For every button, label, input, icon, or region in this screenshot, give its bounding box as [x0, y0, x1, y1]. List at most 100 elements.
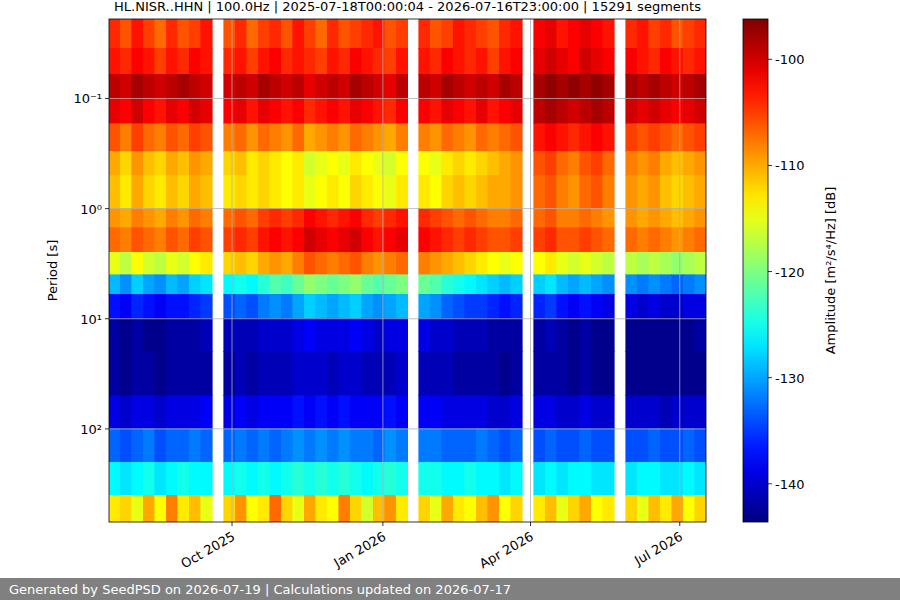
heatmap-cell: [339, 462, 350, 495]
heatmap-cell: [178, 151, 189, 175]
heatmap-cell: [258, 151, 269, 175]
heatmap-cell: [626, 396, 637, 429]
heatmap-cell: [235, 495, 246, 522]
heatmap-cell: [488, 98, 499, 123]
heatmap-cell: [649, 294, 660, 318]
heatmap-cell: [327, 429, 338, 462]
heatmap-cell: [339, 175, 350, 208]
heatmap-cell: [499, 151, 510, 175]
heatmap-cell: [672, 151, 683, 175]
heatmap-cell: [235, 98, 246, 123]
heatmap-cell: [224, 252, 235, 274]
heatmap-cell: [178, 124, 189, 151]
heatmap-cell: [488, 19, 499, 48]
heatmap-cell: [258, 294, 269, 318]
grid-line: [109, 428, 706, 429]
heatmap-cell: [695, 352, 706, 396]
heatmap-cell: [385, 175, 396, 208]
heatmap-cell: [419, 19, 430, 48]
heatmap-cell: [453, 495, 464, 522]
heatmap-cell: [350, 462, 361, 495]
heatmap-cell: [396, 495, 407, 522]
grid-line: [109, 208, 706, 209]
heatmap-cell: [224, 462, 235, 495]
heatmap-cell: [178, 396, 189, 429]
heatmap-cell: [649, 429, 660, 462]
heatmap-cell: [499, 209, 510, 228]
heatmap-cell: [132, 252, 143, 274]
heatmap-cell: [281, 252, 292, 274]
heatmap-cell: [316, 462, 327, 495]
heatmap-cell: [339, 495, 350, 522]
heatmap-cell: [453, 98, 464, 123]
heatmap-cell: [476, 429, 487, 462]
heatmap-cell: [419, 275, 430, 294]
heatmap-cell: [499, 429, 510, 462]
heatmap-cell: [396, 462, 407, 495]
heatmap-cell: [109, 74, 120, 98]
heatmap-cell: [258, 209, 269, 228]
heatmap-cell: [293, 209, 304, 228]
heatmap-cell: [120, 462, 131, 495]
heatmap-cell: [488, 319, 499, 352]
heatmap-cell: [603, 429, 614, 462]
heatmap-cell: [189, 252, 200, 274]
heatmap-cell: [683, 74, 694, 98]
heatmap-cell: [419, 98, 430, 123]
heatmap-cell: [201, 98, 212, 123]
heatmap-cell: [534, 252, 545, 274]
heatmap-cell: [683, 209, 694, 228]
heatmap-cell: [109, 462, 120, 495]
heatmap-cell: [385, 275, 396, 294]
heatmap-cell: [591, 352, 602, 396]
heatmap-cell: [465, 275, 476, 294]
heatmap-cell: [201, 48, 212, 74]
heatmap-cell: [683, 275, 694, 294]
heatmap-cell: [465, 429, 476, 462]
heatmap-cell: [488, 352, 499, 396]
heatmap-cell: [419, 495, 430, 522]
heatmap-cell: [120, 98, 131, 123]
heatmap-cell: [293, 175, 304, 208]
heatmap-cell: [316, 124, 327, 151]
heatmap-cell: [304, 98, 315, 123]
heatmap-cell: [178, 48, 189, 74]
heatmap-cell: [155, 396, 166, 429]
colorbar: [743, 19, 768, 522]
heatmap-cell: [499, 396, 510, 429]
heatmap-cell: [499, 48, 510, 74]
heatmap-cell: [166, 74, 177, 98]
heatmap-cell: [545, 294, 556, 318]
heatmap-cell: [155, 175, 166, 208]
heatmap-cell: [476, 175, 487, 208]
heatmap-cell: [442, 209, 453, 228]
heatmap-cell: [224, 175, 235, 208]
heatmap-cell: [591, 74, 602, 98]
x-tick-label: Oct 2025: [178, 529, 237, 572]
heatmap-cell: [453, 319, 464, 352]
heatmap-cell: [109, 175, 120, 208]
heatmap-cell: [385, 209, 396, 228]
heatmap-cell: [649, 319, 660, 352]
heatmap-cell: [293, 396, 304, 429]
heatmap-cell: [545, 429, 556, 462]
heatmap-cell: [545, 396, 556, 429]
heatmap-cell: [281, 151, 292, 175]
heatmap-cell: [362, 352, 373, 396]
heatmap-cell: [281, 48, 292, 74]
grid: [109, 19, 706, 522]
heatmap-cell: [419, 429, 430, 462]
heatmap-cell: [385, 294, 396, 318]
heatmap-cell: [695, 462, 706, 495]
heatmap-cell: [339, 252, 350, 274]
heatmap-cell: [603, 74, 614, 98]
heatmap-cell: [465, 228, 476, 252]
heatmap-cell: [695, 294, 706, 318]
heatmap-cell: [545, 175, 556, 208]
heatmap-cell: [155, 495, 166, 522]
heatmap-cell: [385, 352, 396, 396]
heatmap-cell: [545, 275, 556, 294]
heatmap-cell: [201, 352, 212, 396]
heatmap-cell: [270, 228, 281, 252]
heatmap-cell: [258, 396, 269, 429]
